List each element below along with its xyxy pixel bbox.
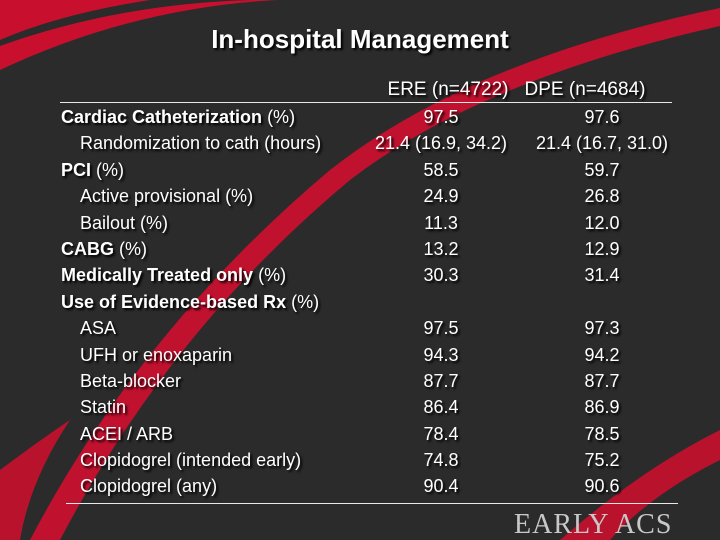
dpe-value: 97.6 bbox=[584, 107, 620, 127]
row-label-bold: CABG bbox=[61, 238, 114, 259]
ere-value: 58.5 bbox=[423, 159, 459, 180]
row-label-bold: Use of Evidence-based Rx bbox=[61, 291, 287, 312]
dpe-value: 21.4 (16.7, 31.0) bbox=[535, 133, 669, 154]
table-row: Use of Evidence-based Rx (%) bbox=[0, 289, 720, 315]
column-header-dpe: DPE (n=4684) bbox=[524, 79, 646, 100]
table-row: Active provisional (%) 24.9 26.8 bbox=[0, 183, 720, 209]
row-label-text: Beta-blocker bbox=[80, 370, 182, 391]
row-label: UFH or enoxaparin bbox=[80, 342, 232, 368]
row-label: Active provisional (%) bbox=[80, 183, 253, 209]
row-label-text: Active provisional (%) bbox=[80, 186, 254, 207]
table-row: Bailout (%) 11.3 12.0 bbox=[0, 210, 720, 236]
dpe-value: 31.4 bbox=[584, 265, 620, 286]
row-label-text: Clopidogrel (any) bbox=[80, 476, 218, 497]
table-row: Clopidogrel (intended early) 74.8 75.2 bbox=[0, 447, 720, 473]
row-label: Bailout (%) bbox=[80, 210, 168, 236]
row-label: Beta-blocker bbox=[80, 368, 181, 394]
table-row: Cardiac Catheterization (%) 97.5 97.6 bbox=[0, 104, 720, 130]
dpe-value: 97.3 bbox=[584, 318, 620, 339]
table-row: Clopidogrel (any) 90.4 90.6 bbox=[0, 473, 720, 499]
ere-value: 21.4 (16.9, 34.2) bbox=[374, 133, 508, 154]
dpe-value: 12.9 bbox=[584, 238, 620, 259]
ere-value: 97.5 bbox=[423, 107, 459, 127]
row-label: CABG (%) bbox=[61, 236, 147, 262]
ere-value: 97.5 bbox=[423, 318, 459, 339]
table-row: Medically Treated only (%) 30.3 31.4 bbox=[0, 262, 720, 288]
row-label-text: ASA bbox=[80, 318, 117, 339]
row-label-text: UFH or enoxaparin bbox=[80, 344, 233, 365]
dpe-value: 90.6 bbox=[584, 476, 620, 497]
row-label-text: (%) bbox=[262, 107, 296, 127]
row-label: Clopidogrel (intended early) bbox=[80, 447, 301, 473]
row-label-text: (%) bbox=[253, 265, 287, 286]
table-row: Randomization to cath (hours) 21.4 (16.9,… bbox=[0, 130, 720, 156]
dpe-value: 86.9 bbox=[584, 397, 620, 418]
row-label-text: ACEI / ARB bbox=[80, 423, 174, 444]
row-label-text: Bailout (%) bbox=[80, 212, 169, 233]
row-label: Randomization to cath (hours) bbox=[80, 130, 321, 156]
dpe-value: 94.2 bbox=[584, 344, 620, 365]
ere-value: 87.7 bbox=[423, 370, 459, 391]
row-label-text: Clopidogrel (intended early) bbox=[80, 450, 302, 471]
dpe-value: 12.0 bbox=[584, 212, 620, 233]
ere-value: 13.2 bbox=[423, 238, 459, 259]
row-label-bold: PCI bbox=[61, 159, 92, 180]
ere-value: 86.4 bbox=[423, 397, 459, 418]
row-label: Use of Evidence-based Rx (%) bbox=[61, 289, 319, 315]
column-header-ere: ERE (n=4722) bbox=[387, 79, 509, 100]
ere-value: 24.9 bbox=[423, 186, 459, 207]
row-label-text: Statin bbox=[80, 397, 127, 418]
row-label-text: (%) bbox=[286, 291, 320, 312]
logo-text: EARLY ACS bbox=[514, 509, 672, 537]
ere-value: 11.3 bbox=[424, 212, 458, 233]
table-bottom-rule bbox=[66, 503, 678, 504]
row-label-bold: Cardiac Catheterization bbox=[61, 107, 263, 127]
table-row: CABG (%) 13.2 12.9 bbox=[0, 236, 720, 262]
row-label: Cardiac Catheterization (%) bbox=[61, 104, 295, 130]
table-row: ACEI / ARB 78.4 78.5 bbox=[0, 421, 720, 447]
table-row: PCI (%) 58.5 59.7 bbox=[0, 157, 720, 183]
ere-value: 30.3 bbox=[423, 265, 459, 286]
dpe-value: 78.5 bbox=[584, 423, 620, 444]
data-table: Cardiac Catheterization (%) 97.5 97.6 Rando… bbox=[0, 104, 720, 500]
slide-title: In-hospital Management bbox=[211, 24, 509, 54]
row-label: Medically Treated only (%) bbox=[61, 262, 286, 288]
dpe-value: 59.7 bbox=[584, 159, 620, 180]
ere-value: 74.8 bbox=[423, 450, 459, 471]
row-label-text: Randomization to cath (hours) bbox=[80, 133, 322, 154]
ere-value: 90.4 bbox=[423, 476, 459, 497]
dpe-value: 75.2 bbox=[584, 450, 620, 471]
table-row: Statin 86.4 86.9 bbox=[0, 394, 720, 420]
row-label: ASA bbox=[80, 315, 116, 341]
row-label-text: (%) bbox=[91, 159, 125, 180]
row-label: Clopidogrel (any) bbox=[80, 473, 217, 499]
row-label-text: (%) bbox=[114, 238, 147, 259]
ere-value: 78.4 bbox=[423, 423, 459, 444]
dpe-value: 26.8 bbox=[584, 186, 620, 207]
dpe-value: 87.7 bbox=[584, 370, 620, 391]
ere-value: 94.3 bbox=[423, 344, 459, 365]
table-row: Beta-blocker 87.7 87.7 bbox=[0, 368, 720, 394]
row-label-bold: Medically Treated only bbox=[61, 265, 254, 286]
early-acs-logo: EARLY ACS bbox=[514, 509, 672, 537]
table-row: ASA 97.5 97.3 bbox=[0, 315, 720, 341]
row-label: PCI (%) bbox=[61, 157, 124, 183]
table-top-rule bbox=[60, 102, 672, 103]
row-label: ACEI / ARB bbox=[80, 421, 173, 447]
table-row: UFH or enoxaparin 94.3 94.2 bbox=[0, 342, 720, 368]
row-label: Statin bbox=[80, 394, 126, 420]
